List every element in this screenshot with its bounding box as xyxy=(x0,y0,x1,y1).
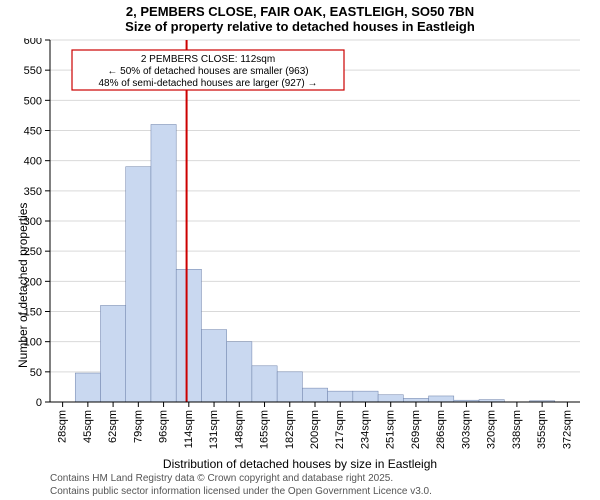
svg-text:2 PEMBERS CLOSE: 112sqm: 2 PEMBERS CLOSE: 112sqm xyxy=(141,54,275,65)
svg-text:148sqm: 148sqm xyxy=(233,410,245,449)
svg-text:338sqm: 338sqm xyxy=(511,410,523,449)
svg-text:550: 550 xyxy=(24,65,42,77)
svg-text:50: 50 xyxy=(30,367,42,379)
svg-text:372sqm: 372sqm xyxy=(561,410,573,449)
svg-text:450: 450 xyxy=(24,126,42,138)
svg-text:320sqm: 320sqm xyxy=(486,410,498,449)
footer-line2: Contains public sector information licen… xyxy=(50,486,600,499)
svg-text:217sqm: 217sqm xyxy=(334,410,346,449)
svg-text:48% of semi-detached houses ar: 48% of semi-detached houses are larger (… xyxy=(98,78,317,89)
svg-text:500: 500 xyxy=(24,95,42,107)
svg-text:28sqm: 28sqm xyxy=(57,410,69,443)
svg-text:0: 0 xyxy=(36,397,42,409)
svg-text:234sqm: 234sqm xyxy=(359,410,371,449)
svg-text:350: 350 xyxy=(24,186,42,198)
svg-text:286sqm: 286sqm xyxy=(435,410,447,449)
svg-text:165sqm: 165sqm xyxy=(259,410,271,449)
svg-text:182sqm: 182sqm xyxy=(284,410,296,449)
svg-text:600: 600 xyxy=(24,38,42,47)
svg-text:303sqm: 303sqm xyxy=(460,410,472,449)
svg-text:62sqm: 62sqm xyxy=(107,410,119,443)
svg-text:45sqm: 45sqm xyxy=(82,410,94,443)
x-axis-label: Distribution of detached houses by size … xyxy=(0,455,600,471)
histogram-chart: 05010015020025030035040045050055060028sq… xyxy=(0,38,600,450)
page-title-line1: 2, PEMBERS CLOSE, FAIR OAK, EASTLEIGH, S… xyxy=(0,0,600,19)
y-axis-label: Number of detached properties xyxy=(16,203,30,368)
svg-text:355sqm: 355sqm xyxy=(536,410,548,449)
svg-text:269sqm: 269sqm xyxy=(410,410,422,449)
svg-text:96sqm: 96sqm xyxy=(158,410,170,443)
svg-text:79sqm: 79sqm xyxy=(132,410,144,443)
page-title-line2: Size of property relative to detached ho… xyxy=(0,19,600,38)
footer-line1: Contains HM Land Registry data © Crown c… xyxy=(50,473,600,486)
svg-text:251sqm: 251sqm xyxy=(385,410,397,449)
svg-text:400: 400 xyxy=(24,156,42,168)
svg-text:← 50% of detached houses are s: ← 50% of detached houses are smaller (96… xyxy=(107,66,308,77)
svg-text:114sqm: 114sqm xyxy=(183,410,195,448)
svg-text:200sqm: 200sqm xyxy=(309,410,321,449)
svg-text:131sqm: 131sqm xyxy=(208,410,220,449)
